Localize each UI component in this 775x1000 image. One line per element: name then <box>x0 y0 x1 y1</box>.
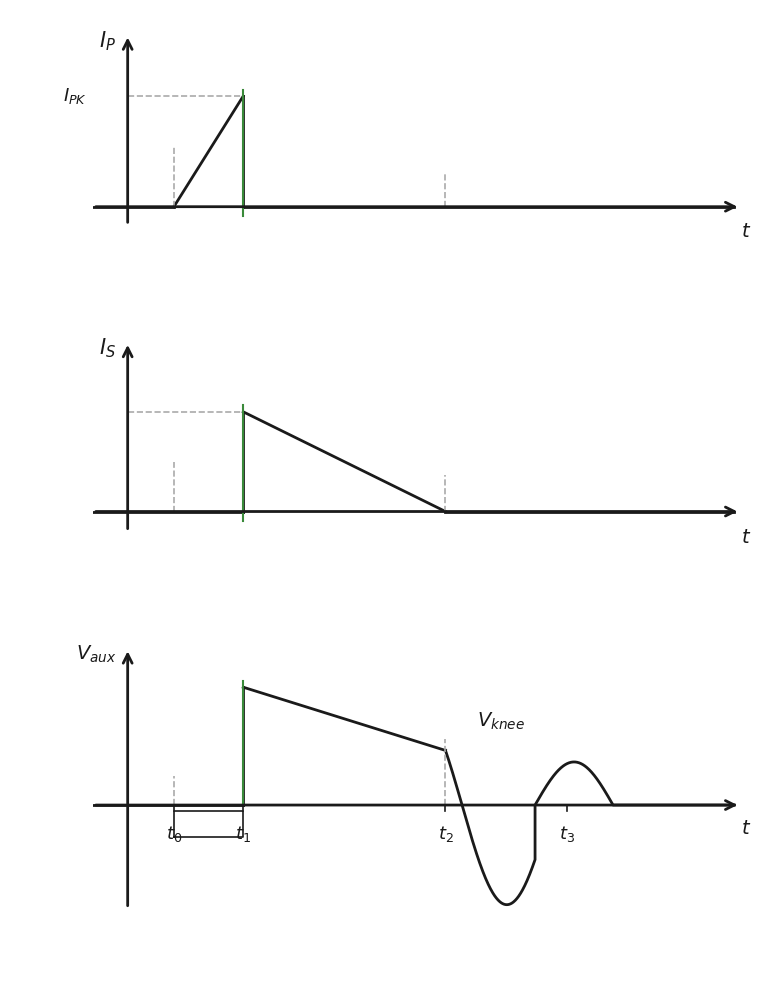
Text: t: t <box>742 222 749 241</box>
Text: $I_P$: $I_P$ <box>99 29 116 53</box>
Text: $V_{aux}$: $V_{aux}$ <box>76 644 116 665</box>
Text: t: t <box>742 528 749 547</box>
Text: $t_0$: $t_0$ <box>166 824 182 844</box>
Text: $I_S$: $I_S$ <box>99 337 116 360</box>
Text: $t_2$: $t_2$ <box>438 824 453 844</box>
Text: $V_{knee}$: $V_{knee}$ <box>477 710 525 732</box>
Text: $t_1$: $t_1$ <box>236 824 251 844</box>
Text: t: t <box>742 819 749 838</box>
Text: $I_{PK}$: $I_{PK}$ <box>64 86 88 106</box>
Text: $t_3$: $t_3$ <box>559 824 575 844</box>
